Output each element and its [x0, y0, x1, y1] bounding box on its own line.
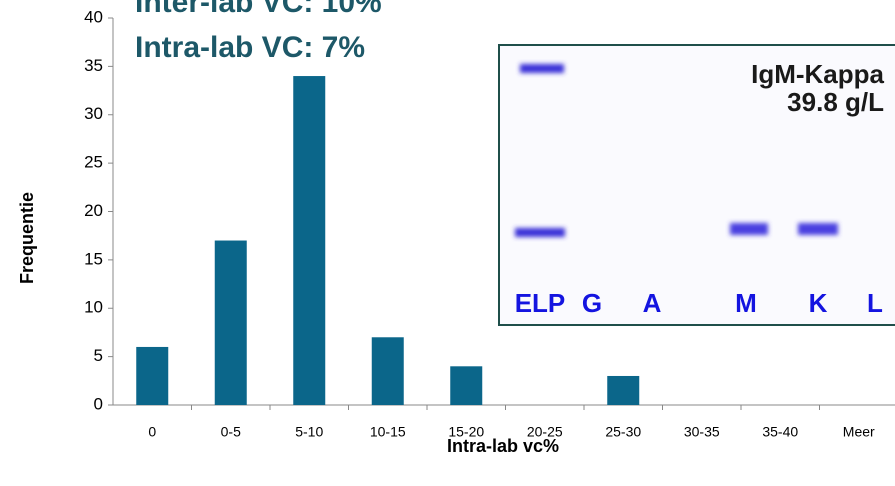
gel-band: [798, 223, 838, 235]
gel-band: [730, 223, 768, 235]
y-tick-label: 5: [94, 346, 103, 365]
x-tick-label: 0: [148, 424, 156, 440]
bar: [450, 366, 482, 405]
y-tick-label: 20: [84, 201, 103, 220]
bar: [293, 76, 325, 405]
gel-band: [515, 228, 565, 237]
inset-title: IgM-Kappa: [751, 59, 884, 89]
inset: IgM-Kappa 39.8 g/L ELP G A M K L: [499, 45, 895, 325]
y-tick-label: 30: [84, 104, 103, 123]
x-tick-label: 30-35: [684, 424, 720, 440]
lane-label: A: [643, 288, 662, 318]
x-tick-label: 20-25: [527, 424, 563, 440]
x-tick-label: 5-10: [295, 424, 323, 440]
bar: [372, 337, 404, 405]
lane-label: M: [735, 288, 757, 318]
bar: [215, 241, 247, 405]
annotation: Inter-lab VC: 10%: [135, 0, 382, 19]
bar: [136, 347, 168, 405]
x-tick-label: 25-30: [605, 424, 641, 440]
y-axis-label: Frequentie: [17, 192, 37, 284]
y-tick-label: 25: [84, 153, 103, 172]
lane-label: L: [867, 288, 883, 318]
annotation: Intra-lab VC: 7%: [135, 31, 365, 64]
inset-subtitle: 39.8 g/L: [787, 87, 884, 117]
x-tick-label: Meer: [843, 424, 875, 440]
x-tick-label: 15-20: [448, 424, 484, 440]
y-tick-label: 10: [84, 298, 103, 317]
gel-band: [520, 64, 564, 73]
y-tick-label: 0: [94, 394, 103, 413]
chart: Inter-lab VC: 10% Intra-lab VC: 7% Frequ…: [0, 0, 895, 486]
y-tick-label: 35: [84, 56, 103, 75]
bar: [607, 376, 639, 405]
y-tick-label: 15: [84, 249, 103, 268]
y-tick-label: 40: [84, 7, 103, 26]
x-tick-label: 0-5: [221, 424, 241, 440]
lane-label: G: [582, 288, 602, 318]
x-tick-label: 35-40: [762, 424, 798, 440]
x-tick-label: 10-15: [370, 424, 406, 440]
lane-label: K: [809, 288, 828, 318]
lane-label: ELP: [515, 288, 566, 318]
